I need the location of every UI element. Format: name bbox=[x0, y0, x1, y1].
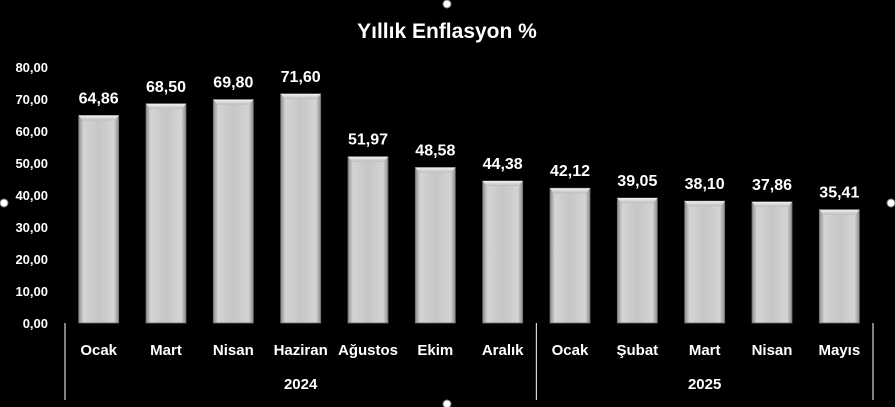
bar[interactable] bbox=[818, 209, 860, 324]
data-label: 38,10 bbox=[685, 176, 725, 193]
bar[interactable] bbox=[684, 200, 726, 324]
x-tick-label: Aralık bbox=[482, 342, 524, 359]
bar-body bbox=[684, 200, 726, 324]
data-label: 64,86 bbox=[79, 90, 119, 107]
data-label: 48,58 bbox=[415, 143, 455, 160]
chart-title: Yıllık Enflasyon % bbox=[357, 20, 537, 43]
group-axis: 2024 2025 bbox=[64, 323, 874, 400]
data-labels: 64,86 68,50 69,80 71,60 51,97 48,58 44,38 42,12… bbox=[79, 69, 860, 202]
x-tick-label: Şubat bbox=[616, 342, 658, 359]
data-label: 71,60 bbox=[281, 69, 321, 86]
x-axis: Ocak Mart Nisan Haziran Ağustos Ekim Aralık Oca… bbox=[80, 342, 860, 359]
bar-bevel bbox=[280, 93, 321, 99]
y-tick-label: 80,00 bbox=[15, 60, 48, 75]
bar-body bbox=[549, 187, 591, 324]
data-label: 68,50 bbox=[146, 79, 186, 96]
bar-body bbox=[414, 167, 456, 324]
group-label: 2024 bbox=[284, 376, 318, 393]
bar-bevel bbox=[415, 167, 456, 173]
bar[interactable] bbox=[751, 201, 793, 324]
bar-bevel bbox=[752, 201, 792, 207]
y-tick-label: 70,00 bbox=[15, 92, 48, 107]
data-label: 42,12 bbox=[550, 163, 590, 180]
selection-handle-top[interactable] bbox=[442, 0, 452, 9]
bar[interactable] bbox=[280, 93, 322, 324]
data-label: 51,97 bbox=[348, 132, 388, 149]
x-tick-label: Ocak bbox=[552, 342, 589, 359]
bar-bevel bbox=[348, 156, 388, 162]
data-label: 44,38 bbox=[483, 156, 523, 173]
bar-bevel bbox=[146, 103, 186, 109]
y-tick-label: 60,00 bbox=[15, 124, 48, 139]
bar-bevel bbox=[617, 198, 658, 204]
bar[interactable] bbox=[78, 115, 120, 324]
bar[interactable] bbox=[414, 167, 456, 324]
bar-body bbox=[145, 103, 187, 324]
bar[interactable] bbox=[549, 187, 591, 324]
bar-bevel bbox=[482, 180, 523, 186]
y-tick-label: 0,00 bbox=[23, 316, 48, 331]
data-label: 39,05 bbox=[617, 173, 657, 190]
y-axis: 0,00 10,00 20,00 30,00 40,00 50,00 60,00 70,00 8… bbox=[15, 60, 48, 331]
bar[interactable] bbox=[145, 103, 187, 324]
bar[interactable] bbox=[482, 180, 524, 324]
bar-body bbox=[347, 156, 389, 324]
bars bbox=[78, 93, 860, 324]
y-tick-label: 20,00 bbox=[15, 252, 48, 267]
x-tick-label: Nisan bbox=[213, 342, 254, 359]
bar-body bbox=[818, 209, 860, 324]
y-tick-label: 30,00 bbox=[15, 220, 48, 235]
x-tick-label: Ağustos bbox=[338, 342, 398, 359]
bar-bevel bbox=[684, 201, 725, 207]
bar-bevel bbox=[550, 188, 590, 194]
bar-body bbox=[482, 180, 524, 324]
x-tick-label: Nisan bbox=[752, 342, 793, 359]
x-tick-label: Mart bbox=[689, 342, 721, 359]
bar[interactable] bbox=[212, 99, 254, 324]
x-tick-label: Mart bbox=[150, 342, 182, 359]
bar-body bbox=[78, 115, 120, 324]
bar-bevel bbox=[213, 99, 254, 105]
bar-body bbox=[616, 197, 658, 324]
data-label: 37,86 bbox=[752, 177, 792, 194]
y-tick-label: 50,00 bbox=[15, 156, 48, 171]
selection-handle-left[interactable] bbox=[0, 198, 9, 208]
data-label: 69,80 bbox=[213, 75, 253, 92]
x-tick-label: Haziran bbox=[274, 342, 328, 359]
data-label: 35,41 bbox=[819, 185, 859, 202]
x-tick-label: Mayıs bbox=[818, 342, 860, 359]
bar-bevel bbox=[819, 209, 860, 215]
y-tick-label: 10,00 bbox=[15, 284, 48, 299]
bar-bevel bbox=[78, 115, 119, 121]
bar-body bbox=[280, 93, 322, 324]
bar[interactable] bbox=[347, 156, 389, 324]
selection-handle-right[interactable] bbox=[886, 198, 895, 208]
y-tick-label: 40,00 bbox=[15, 188, 48, 203]
selection-handle-bottom[interactable] bbox=[442, 399, 452, 407]
group-label: 2025 bbox=[688, 376, 721, 393]
bar-body bbox=[751, 201, 793, 324]
bar[interactable] bbox=[616, 197, 658, 324]
x-tick-label: Ekim bbox=[417, 342, 453, 359]
bar-body bbox=[212, 99, 254, 324]
x-tick-label: Ocak bbox=[80, 342, 117, 359]
